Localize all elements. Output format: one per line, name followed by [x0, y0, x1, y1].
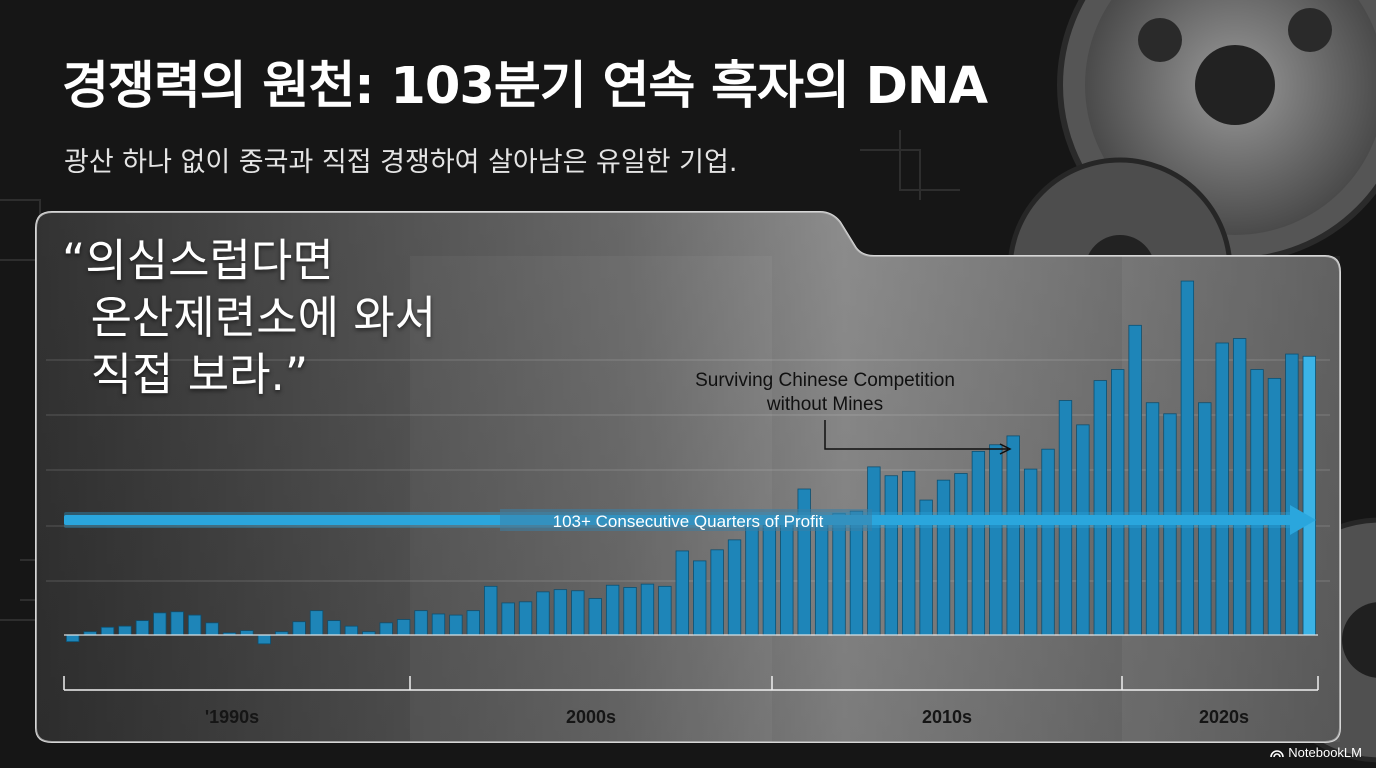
- axis-brackets: [63, 676, 1319, 691]
- bar: [118, 625, 132, 636]
- bar: [867, 466, 881, 636]
- bar: [100, 626, 115, 636]
- x-tick-label-2020s: 2020s: [1199, 707, 1249, 727]
- bar: [1302, 355, 1316, 636]
- bar: [954, 473, 968, 636]
- notebooklm-logo-icon: [1270, 750, 1285, 758]
- bar: [1041, 448, 1055, 636]
- bar: [588, 598, 602, 636]
- bar: [1023, 468, 1038, 636]
- bar: [292, 621, 306, 636]
- x-tick-label-1990s: '1990s: [205, 707, 259, 727]
- x-tick-label-2000s: 2000s: [566, 707, 616, 727]
- bar: [553, 589, 568, 636]
- bar: [344, 625, 359, 636]
- bar: [431, 613, 446, 636]
- bar: [484, 585, 498, 636]
- bar: [1250, 369, 1264, 636]
- bar: [832, 512, 846, 636]
- bar: [675, 550, 689, 636]
- bar: [658, 585, 672, 636]
- bar: [1076, 424, 1090, 636]
- x-tick-label-2010s: 2010s: [922, 707, 972, 727]
- bar: [449, 614, 463, 636]
- bar: [884, 475, 898, 636]
- bar: [1180, 280, 1195, 636]
- bar: [989, 444, 1003, 636]
- bar: [536, 591, 550, 636]
- bar: [745, 526, 759, 636]
- bar: [780, 519, 794, 636]
- bar: [693, 560, 707, 636]
- bar: [936, 479, 951, 636]
- bar: [971, 450, 986, 636]
- bar: [414, 610, 428, 636]
- bar: [605, 584, 620, 636]
- bar: [396, 619, 411, 636]
- callout-arrow: [824, 420, 1012, 455]
- bar: [309, 610, 324, 636]
- streak-arrow-label: 103+ Consecutive Quarters of Profit: [553, 512, 824, 531]
- streak-arrow: [64, 505, 1316, 535]
- bar: [170, 611, 184, 636]
- bar: [710, 549, 724, 636]
- bar: [205, 622, 219, 636]
- bar: [327, 620, 341, 636]
- bar: [257, 634, 271, 645]
- bar: [902, 470, 916, 636]
- bar: [187, 614, 202, 636]
- callout-text-line2: without Mines: [766, 394, 883, 415]
- callout-text-line1: Surviving Chinese Competition: [695, 370, 955, 391]
- page-subtitle: 광산 하나 없이 중국과 직접 경쟁하여 살아남은 유일한 기업.: [64, 147, 738, 178]
- bar: [1285, 353, 1299, 636]
- bar: [1232, 338, 1247, 636]
- bar: [1111, 369, 1125, 636]
- bar: [501, 602, 515, 636]
- bar: [379, 622, 393, 636]
- bar: [466, 610, 480, 636]
- bar: [814, 522, 829, 636]
- page-title: 경쟁력의 원천: 103분기 연속 흑자의 DNA: [62, 57, 988, 116]
- bar: [66, 634, 80, 643]
- bar: [1128, 324, 1142, 636]
- brand-name: NotebookLM: [1288, 745, 1362, 760]
- brand-watermark: NotebookLM: [1270, 745, 1362, 760]
- bar: [1006, 435, 1020, 636]
- bar: [571, 590, 585, 636]
- bar: [1215, 342, 1229, 636]
- bar: [135, 620, 150, 636]
- bar: [153, 612, 167, 636]
- bar: [640, 583, 655, 636]
- bar: [727, 539, 742, 636]
- bar: [1267, 377, 1282, 636]
- quote-text: “의심스럽다면 온산제련소에 와서 직접 보라.”: [62, 234, 437, 401]
- bar: [623, 587, 637, 636]
- bar: [762, 525, 777, 636]
- bar: [518, 601, 533, 636]
- bar: [1093, 380, 1107, 636]
- bar-group: [66, 280, 1316, 645]
